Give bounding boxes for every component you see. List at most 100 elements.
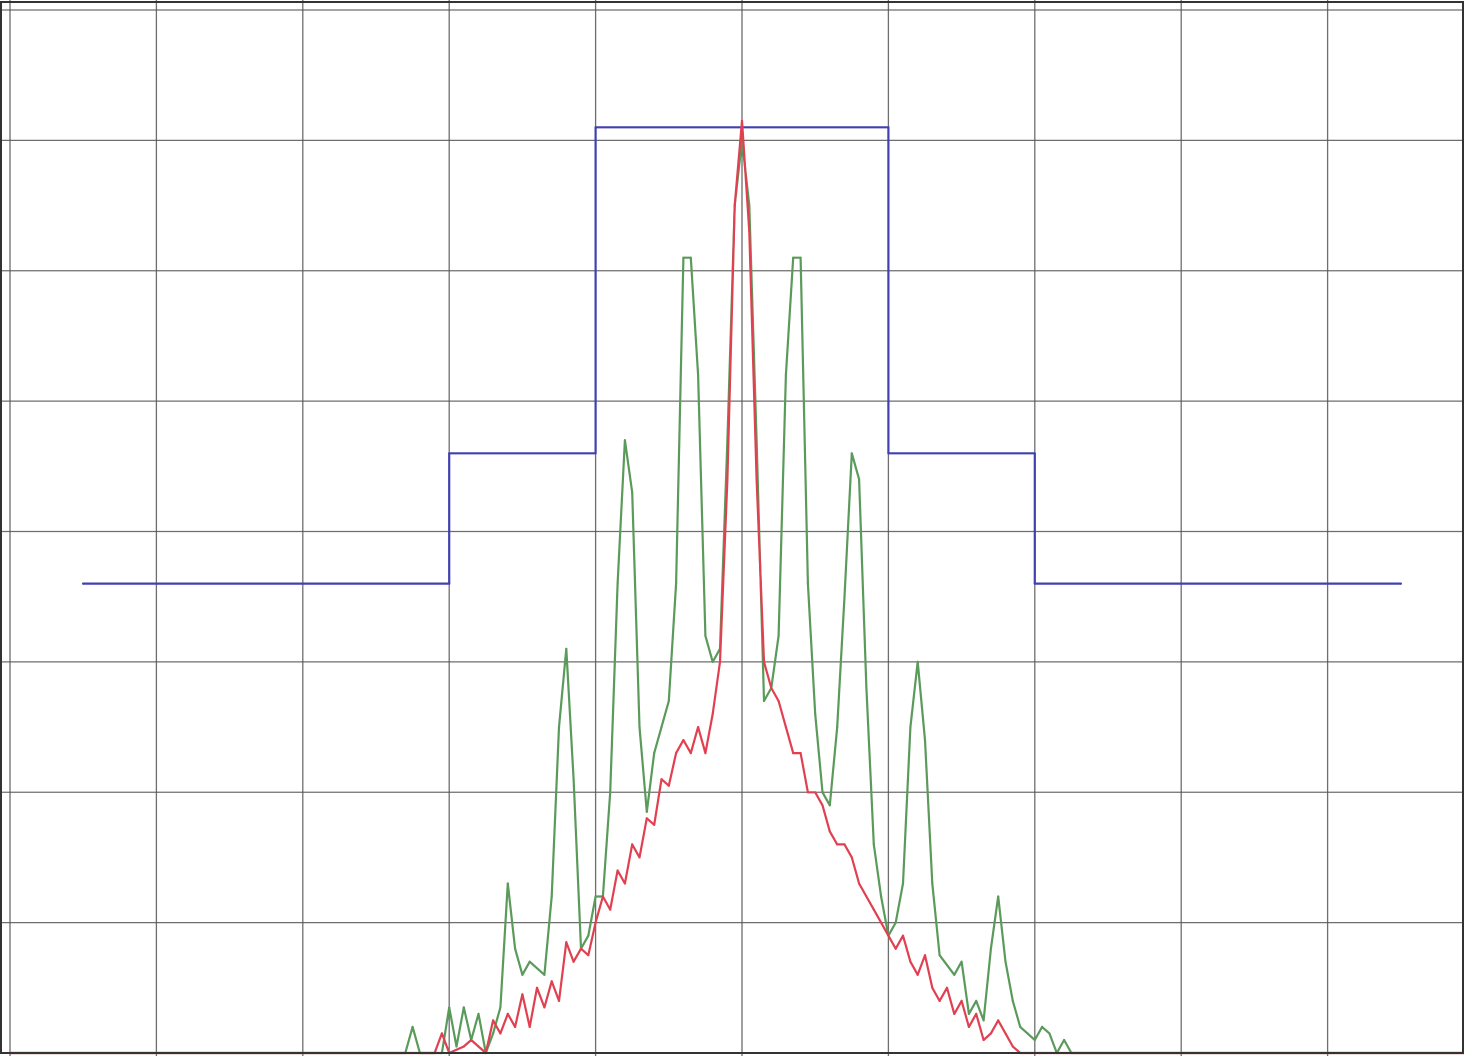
series-point [572, 960, 575, 963]
series-point [1399, 582, 1402, 585]
series-point [675, 752, 678, 755]
series-point [594, 895, 597, 898]
series-line [8, 139, 1464, 1055]
series-point [748, 230, 751, 233]
series-point [82, 582, 85, 585]
series-point [755, 478, 758, 481]
series-point [887, 934, 890, 937]
series-point [1011, 999, 1014, 1003]
series-point [462, 1045, 465, 1048]
series-point [1004, 1032, 1007, 1035]
series-point [470, 1038, 473, 1042]
series-point [455, 1045, 458, 1048]
series-point [550, 895, 553, 898]
series-point [448, 452, 451, 455]
series-point [733, 204, 736, 207]
series-point [514, 1025, 517, 1028]
series-point [587, 954, 590, 957]
series-point [572, 778, 575, 781]
series-point [923, 739, 927, 742]
series-point [711, 712, 714, 716]
series-point [762, 699, 766, 703]
series-point [477, 1045, 480, 1048]
series-point [477, 1012, 480, 1016]
series-point [865, 895, 868, 898]
series-point [697, 373, 700, 377]
series-point [945, 986, 949, 989]
series-point [799, 752, 802, 755]
series-point [762, 660, 766, 664]
series-point [557, 726, 561, 729]
series-point [989, 947, 993, 950]
series-point [514, 947, 517, 950]
series-point [594, 921, 597, 924]
series-point [689, 256, 692, 259]
series-point [565, 941, 568, 944]
series-point [975, 1012, 978, 1016]
series-point [777, 634, 780, 637]
series-point [448, 582, 451, 585]
series-point [667, 699, 670, 703]
series-point [850, 856, 853, 859]
series-point [836, 726, 839, 729]
series-point [814, 712, 817, 716]
series-point [953, 973, 956, 976]
series-point [792, 256, 795, 259]
series-point [616, 582, 619, 585]
series-point [916, 973, 919, 976]
series-point [448, 1006, 451, 1009]
series-point [543, 973, 546, 976]
series-point [931, 882, 934, 885]
series-point [894, 947, 897, 950]
series-point [887, 452, 890, 455]
series-point [806, 791, 810, 794]
series-point [704, 752, 707, 755]
series-point [499, 1032, 502, 1035]
series-point [880, 895, 883, 898]
series-point [506, 882, 509, 885]
series-point [814, 791, 817, 794]
series-point [609, 908, 612, 911]
series-point [792, 752, 795, 755]
series-point [697, 726, 700, 729]
series-line [8, 119, 1464, 1055]
series-point [638, 856, 641, 859]
series-point [953, 1012, 956, 1016]
series-point [901, 882, 905, 885]
series-point [492, 1019, 495, 1022]
series-point [565, 647, 568, 650]
series-point [843, 843, 846, 846]
series-point [975, 999, 978, 1003]
series-point [411, 1025, 414, 1028]
series-point [784, 726, 788, 729]
series-point [682, 739, 685, 742]
series-point [528, 1025, 531, 1028]
series-point [1004, 960, 1007, 963]
series-point [923, 954, 927, 957]
series-point [1019, 1025, 1022, 1028]
series-point [916, 660, 919, 664]
series-point [499, 1006, 502, 1009]
series-point [543, 1006, 546, 1009]
series-point [960, 999, 963, 1003]
series-point [462, 1006, 465, 1009]
series-point [587, 934, 590, 937]
series-point [682, 256, 685, 259]
series-point [828, 804, 831, 807]
series-point [528, 960, 531, 963]
series-point [1048, 1032, 1051, 1035]
series-point [521, 973, 524, 976]
series-point [557, 999, 561, 1003]
series-point [1033, 452, 1036, 455]
series-point [616, 869, 619, 872]
series-point [638, 726, 641, 729]
series-point [653, 752, 656, 755]
series-point [967, 1025, 971, 1028]
series-point [689, 752, 692, 755]
series-point [967, 1012, 971, 1016]
series-point [645, 817, 648, 820]
series-point [535, 986, 539, 989]
series-point [880, 921, 883, 924]
series-point [631, 491, 634, 494]
